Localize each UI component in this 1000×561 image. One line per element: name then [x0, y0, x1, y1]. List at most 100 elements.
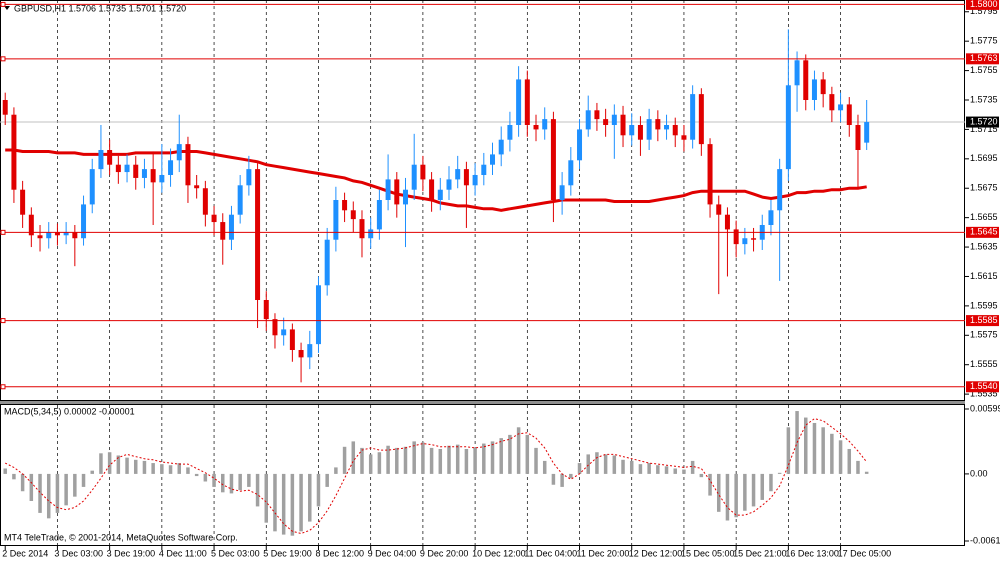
y-tick-label: 1.5535 [970, 388, 998, 398]
candle-body [803, 60, 809, 100]
macd-bar [168, 465, 173, 474]
x-tick-label: 10 Dec 12:00 [472, 548, 526, 558]
macd-bar [586, 454, 590, 474]
level-label: 1.5645 [970, 227, 998, 237]
candle-body [159, 175, 165, 183]
macd-bar [638, 464, 643, 474]
x-tick-label: 11 Dec 20:00 [577, 548, 630, 558]
macd-bar [769, 473, 773, 492]
candle-body [550, 119, 556, 200]
level-label: 1.5763 [970, 53, 998, 63]
macd-bar [290, 473, 295, 536]
candle-body [263, 300, 269, 320]
level-label: 1.5540 [970, 381, 998, 391]
candle-body [516, 79, 522, 125]
macd-bar [116, 455, 121, 474]
macd-bar [107, 452, 112, 474]
candle-body [655, 119, 661, 130]
x-tick-label: 12 Dec 12:00 [629, 548, 683, 558]
macd-frame [0, 404, 965, 546]
candle-body [855, 125, 861, 150]
level-label-box [966, 226, 999, 238]
candle-body [777, 169, 783, 211]
candle-body [141, 169, 147, 178]
candle-body [37, 235, 43, 239]
candle-body [28, 214, 34, 236]
macd-bar [299, 473, 303, 532]
level-marker [0, 384, 6, 390]
candle-body [394, 179, 400, 205]
macd-bar [81, 473, 86, 487]
candle-body [228, 214, 234, 240]
y-tick-label: 1.5755 [970, 65, 998, 75]
candle-body [768, 210, 774, 225]
candle-body [603, 119, 609, 125]
candle-body [411, 164, 417, 190]
candle-body [237, 185, 243, 215]
candle-body [333, 200, 339, 240]
candle-body [272, 319, 278, 336]
macd-bar [647, 463, 651, 474]
candle-body [611, 114, 617, 125]
macd-bar [334, 467, 338, 474]
macd-bar [595, 452, 599, 474]
macd-bar [360, 447, 364, 474]
y-tick-label: 0.00 [970, 468, 988, 478]
macd-bar [281, 473, 286, 535]
candle-body [664, 125, 670, 130]
macd-bar [55, 473, 60, 513]
macd-bar [438, 448, 443, 474]
macd-bar [569, 473, 573, 479]
x-tick-label: 2 Dec 2014 [2, 548, 48, 558]
level-label-box [966, 381, 999, 393]
candle-body [455, 169, 461, 180]
candle-body [342, 200, 348, 211]
macd-bar [429, 447, 434, 474]
macd-bar [229, 473, 234, 494]
level-label-box [966, 53, 999, 65]
candle-body [63, 232, 69, 236]
macd-bar [760, 473, 765, 500]
candle-body [385, 179, 391, 200]
candle-body [289, 329, 295, 350]
current-price-label: 1.5720 [970, 116, 998, 126]
y-tick-label: 1.5695 [970, 153, 998, 163]
macd-bar [490, 441, 495, 474]
candle-body [785, 85, 791, 170]
macd-bar [682, 469, 686, 474]
candle-body [246, 169, 252, 186]
macd-bar [612, 455, 617, 474]
macd-bar [473, 447, 477, 474]
candle-body [2, 100, 8, 115]
macd-bar [838, 440, 843, 474]
macd-bar [395, 447, 399, 474]
candle-body [255, 169, 261, 300]
moving-average [5, 148, 867, 212]
candle-body [168, 160, 174, 175]
candle-body [559, 185, 565, 200]
macd-bar [525, 434, 530, 474]
x-tick-label: 3 Dec 19:00 [107, 548, 156, 558]
candle-body [585, 110, 591, 130]
candle-body [733, 229, 739, 245]
candle-body [637, 125, 643, 140]
level-marker [0, 56, 6, 62]
x-tick-label: 15 Dec 05:00 [681, 548, 735, 558]
candle-body [681, 135, 687, 140]
macd-bar [73, 473, 77, 497]
candle-body [429, 179, 435, 200]
macd-bar [247, 473, 251, 487]
candle-body [359, 219, 365, 239]
macd-title: MACD(5,34,5) 0.00002 -0.00001 [4, 406, 135, 416]
menu-triangle [4, 6, 10, 10]
candle-body [202, 188, 208, 215]
panel-separator [0, 401, 965, 404]
candle-body [507, 125, 513, 140]
candle-body [54, 232, 60, 236]
x-tick-label: 3 Dec 03:00 [54, 548, 103, 558]
current-price-box [966, 116, 999, 128]
candle-body [402, 189, 408, 205]
macd-bar [673, 468, 677, 474]
macd-bar [734, 473, 738, 518]
